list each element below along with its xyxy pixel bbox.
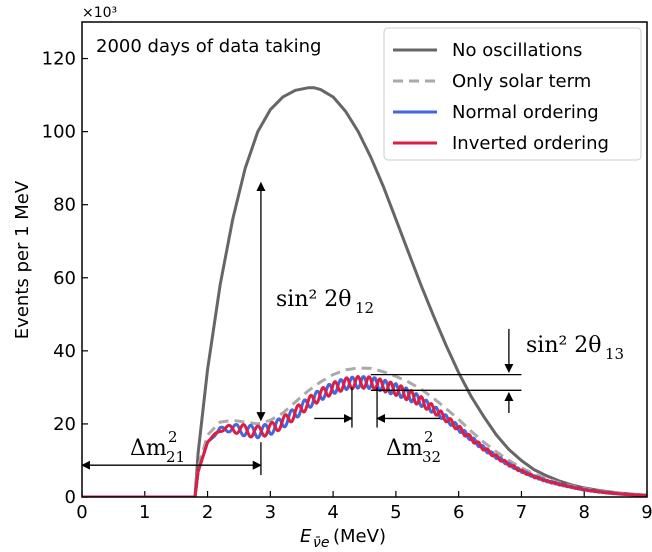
y-axis-label: Events per 1 MeV bbox=[12, 180, 33, 339]
x-tick-label: 1 bbox=[139, 502, 150, 523]
annotation-text: 2000 days of data taking bbox=[96, 36, 321, 57]
series-line bbox=[82, 375, 647, 497]
svg-text:ν̄e: ν̄e bbox=[313, 535, 329, 551]
svg-text:13: 13 bbox=[605, 345, 624, 363]
x-tick-label: 8 bbox=[578, 502, 589, 523]
svg-text:sin² 2θ: sin² 2θ bbox=[276, 287, 352, 312]
svg-text:21: 21 bbox=[166, 448, 185, 466]
x-tick-label: 2 bbox=[202, 502, 213, 523]
x-tick-label: 6 bbox=[453, 502, 464, 523]
svg-text:E: E bbox=[300, 526, 312, 547]
legend-label: Normal ordering bbox=[452, 102, 599, 123]
annotation-dm21: Δm 2 21 bbox=[130, 428, 185, 466]
y-multiplier: ×10³ bbox=[82, 5, 117, 21]
svg-text:(MeV): (MeV) bbox=[333, 526, 386, 547]
x-tick-label: 4 bbox=[327, 502, 338, 523]
x-axis-label: E ν̄e (MeV) bbox=[300, 526, 386, 551]
y-tick-label: 100 bbox=[42, 122, 76, 143]
series-group bbox=[82, 86, 647, 497]
svg-text:12: 12 bbox=[355, 299, 374, 317]
annotation-arrows bbox=[81, 181, 522, 476]
x-tick-label: 3 bbox=[265, 502, 276, 523]
series-line bbox=[82, 86, 647, 497]
x-tick-label: 0 bbox=[76, 502, 87, 523]
series-line bbox=[82, 375, 647, 497]
svg-text:Δm: Δm bbox=[386, 436, 423, 461]
y-tick-label: 0 bbox=[65, 487, 76, 508]
annotation-theta13: sin² 2θ 13 bbox=[526, 333, 624, 363]
svg-text:sin² 2θ: sin² 2θ bbox=[526, 333, 602, 358]
legend-label: Inverted ordering bbox=[452, 133, 609, 154]
legend-label: No oscillations bbox=[452, 40, 582, 61]
plot-frame bbox=[81, 21, 648, 498]
y-tick-label: 120 bbox=[42, 49, 76, 70]
x-tick-label: 5 bbox=[390, 502, 401, 523]
x-tick-label: 9 bbox=[641, 502, 652, 523]
y-tick-label: 60 bbox=[53, 268, 76, 289]
legend-box bbox=[383, 27, 642, 161]
svg-text:32: 32 bbox=[422, 448, 441, 466]
annotation-theta12: sin² 2θ 12 bbox=[276, 287, 374, 317]
svg-text:Δm: Δm bbox=[130, 436, 167, 461]
y-tick-label: 40 bbox=[53, 341, 76, 362]
y-tick-label: 20 bbox=[53, 414, 76, 435]
y-tick-label: 80 bbox=[53, 195, 76, 216]
annotation-dm32: Δm 2 32 bbox=[386, 428, 441, 466]
legend-label: Only solar term bbox=[452, 71, 591, 92]
x-tick-label: 7 bbox=[516, 502, 527, 523]
legend: No oscillations Only solar term Normal ord… bbox=[383, 27, 642, 161]
svg-text:2: 2 bbox=[168, 428, 178, 446]
svg-text:2: 2 bbox=[424, 428, 434, 446]
